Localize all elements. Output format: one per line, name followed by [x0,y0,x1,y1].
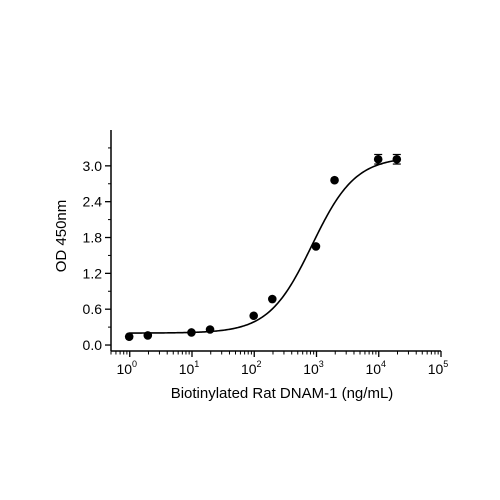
x-tick-label: 100 [116,359,137,377]
data-point [187,328,196,337]
data-point [143,331,153,340]
data-point [392,154,402,164]
data-point [311,242,321,251]
data-point [267,294,277,304]
y-tick-label: 0.0 [83,337,103,353]
x-tick-label: 103 [303,359,324,377]
data-point [330,175,339,185]
y-tick-label: 0.6 [83,301,103,317]
x-tick-label: 105 [428,359,449,377]
x-tick-label: 102 [241,359,262,377]
y-tick-label: 2.4 [83,194,103,210]
y-tick-label: 1.2 [83,265,103,281]
data-point [205,325,215,334]
data-point [249,311,258,321]
y-axis-title: OD 450nm [53,200,70,273]
x-tick-label: 101 [179,359,200,377]
fit-curve [129,159,397,334]
y-tick-label: 1.8 [83,230,103,246]
data-points [124,153,402,341]
y-tick-label: 3.0 [83,158,103,174]
x-tick-label: 104 [365,359,386,377]
data-point [373,154,383,164]
axes: 0.0 0.6 1.2 1.8 2.4 3.0 100 101 102 103 104 105 [83,130,449,377]
data-point [124,332,134,341]
x-axis-title: Biotinylated Rat DNAM-1 (ng/mL) [171,385,394,402]
